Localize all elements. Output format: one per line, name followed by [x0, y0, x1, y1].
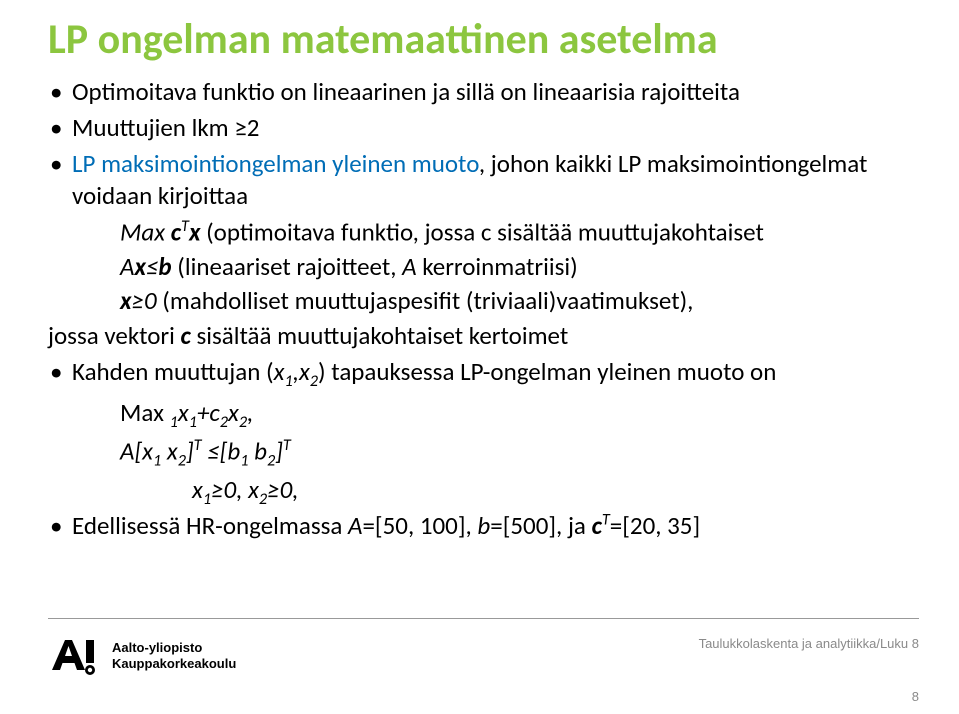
text: Max — [120, 397, 170, 428]
sub: 1 — [203, 490, 211, 509]
var: A — [402, 251, 416, 282]
sup: T — [181, 217, 189, 236]
text: =[500], ja — [490, 510, 591, 541]
formula-line: x≥0 (mahdolliset muuttujaspesifit (trivi… — [120, 285, 919, 318]
sub: 1 — [189, 413, 197, 432]
var: x — [248, 474, 259, 505]
sub: 1 — [153, 452, 161, 471]
slide-title: LP ongelman matemaattinen asetelma — [48, 18, 919, 62]
logo-block: Aalto-yliopisto Kauppakorkeakoulu — [48, 634, 236, 680]
formula-line: Max 1x1+c2x2, — [120, 397, 919, 433]
var: A — [120, 436, 134, 467]
sub: 1 — [284, 372, 292, 391]
formula-line: Max cTx (optimoitava funktio, jossa c si… — [120, 216, 919, 249]
formula-line: x1≥0, x2≥0, — [192, 474, 919, 510]
text: (optimoitava funktio, jossa c sisältää m… — [200, 216, 763, 247]
sub: 2 — [267, 452, 275, 471]
var: b — [254, 436, 267, 467]
sub: 2 — [220, 413, 228, 432]
bullet-list: Kahden muuttujan (x1,x2) tapauksessa LP-… — [48, 356, 919, 393]
sup: T — [194, 436, 202, 455]
var: b — [477, 510, 490, 541]
formula-block: Max 1x1+c2x2, A[x1 x2]T ≤[b1 b2]T — [120, 397, 919, 472]
page-number: 8 — [912, 689, 919, 704]
bullet-item: Kahden muuttujan (x1,x2) tapauksessa LP-… — [48, 356, 919, 393]
divider — [48, 618, 919, 619]
text: ] — [186, 436, 194, 467]
op: ≥0, — [211, 474, 248, 505]
var: c — [181, 320, 191, 351]
var: x — [142, 436, 153, 467]
text: =[50, 100], — [362, 510, 477, 541]
op: ≥0, — [267, 474, 298, 505]
text: [ — [134, 436, 142, 467]
var: c — [209, 397, 219, 428]
text: Kahden muuttujan ( — [72, 356, 274, 387]
text: Edellisessä HR-ongelmassa — [72, 510, 348, 541]
var: x — [120, 285, 132, 316]
var: x — [178, 397, 189, 428]
var: x — [228, 397, 239, 428]
text: (mahdolliset muuttujaspesifit (triviaali… — [157, 285, 694, 316]
bullet-item: Muuttujien lkm ≥2 — [48, 112, 919, 144]
var: b — [227, 436, 240, 467]
op: ≤ — [146, 251, 158, 282]
sub: 1 — [170, 413, 178, 432]
var: c — [171, 216, 181, 247]
sub: 2 — [178, 452, 186, 471]
formula-line: A[x1 x2]T ≤[b1 b2]T — [120, 435, 919, 471]
logo-text: Aalto-yliopisto Kauppakorkeakoulu — [112, 634, 236, 673]
formula-block: x1≥0, x2≥0, — [192, 474, 919, 510]
text-accent: LP maksimointiongelman yleinen muoto — [72, 148, 479, 179]
bullet-item: Edellisessä HR-ongelmassa A=[50, 100], b… — [48, 510, 919, 542]
var: x — [192, 474, 203, 505]
op: ≥ — [132, 285, 144, 316]
var: x — [134, 251, 146, 282]
text: (lineaariset rajoitteet, — [172, 251, 402, 282]
school-name: Kauppakorkeakoulu — [112, 656, 236, 672]
sub: 2 — [239, 413, 247, 432]
text-line: jossa vektori c sisältää muuttujakohtais… — [48, 320, 919, 353]
text: =[20, 35] — [610, 510, 700, 541]
bullet-list: Optimoitava funktio on lineaarinen ja si… — [48, 76, 919, 212]
sub: 2 — [259, 490, 267, 509]
text: Max — [120, 216, 171, 247]
num: 0 — [144, 285, 157, 316]
text: ] — [275, 436, 283, 467]
var: c — [592, 510, 602, 541]
text: kerroinmatriisi) — [417, 251, 578, 282]
var: A — [120, 251, 134, 282]
var: x — [167, 436, 178, 467]
aalto-logo-icon — [48, 634, 100, 680]
var: x — [189, 216, 201, 247]
formula-block: Max cTx (optimoitava funktio, jossa c si… — [120, 216, 919, 318]
text: sisältää muuttujakohtaiset kertoimet — [191, 320, 568, 351]
op: + — [197, 397, 209, 428]
var: x — [299, 356, 310, 387]
bullet-list: Edellisessä HR-ongelmassa A=[50, 100], b… — [48, 510, 919, 542]
text: , — [247, 397, 253, 428]
formula-line: Ax≤b (lineaariset rajoitteet, A kerroinm… — [120, 251, 919, 284]
text: jossa vektori — [48, 320, 181, 351]
slide-footer: Aalto-yliopisto Kauppakorkeakoulu Tauluk… — [0, 618, 959, 714]
sup: T — [283, 436, 291, 455]
text: ) tapauksessa LP-ongelman yleinen muoto … — [318, 356, 776, 387]
sub: 2 — [310, 372, 318, 391]
footer-right-text: Taulukkolaskenta ja analytiikka/Luku 8 — [699, 636, 919, 651]
bullet-item: Optimoitava funktio on lineaarinen ja si… — [48, 76, 919, 108]
uni-name: Aalto-yliopisto — [112, 640, 236, 656]
var: x — [274, 356, 285, 387]
op: ≤ — [202, 436, 220, 467]
var: A — [348, 510, 362, 541]
sup: T — [602, 511, 610, 530]
bullet-item: LP maksimointiongelman yleinen muoto, jo… — [48, 148, 919, 212]
var: b — [158, 251, 171, 282]
